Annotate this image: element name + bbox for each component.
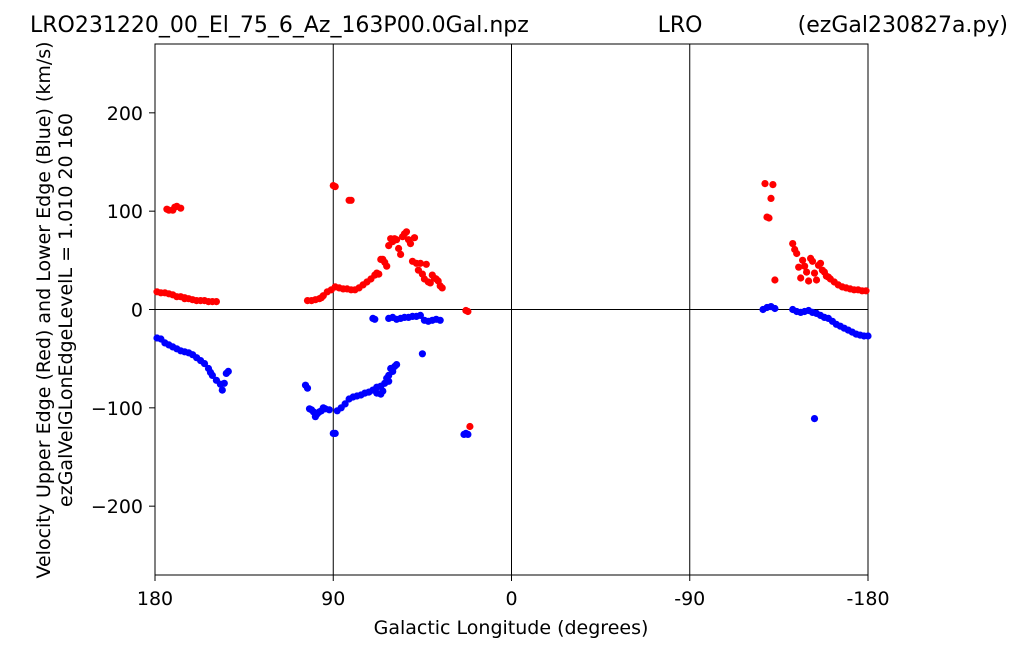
y-tick-label: 100	[107, 201, 143, 223]
lower-edge-point	[379, 387, 387, 395]
upper-edge-point	[375, 270, 383, 278]
lower-edge-point	[371, 315, 379, 323]
reference-lines	[155, 44, 868, 575]
upper-edge-point	[395, 244, 403, 253]
upper-edge-point	[397, 250, 405, 258]
lower-edge-point	[864, 332, 872, 340]
upper-edge-point	[406, 240, 415, 248]
upper-edge-point	[793, 249, 801, 258]
series-upper-edge	[153, 180, 870, 431]
upper-edge-point	[331, 183, 339, 191]
lower-edge-point	[416, 311, 424, 319]
upper-edge-point	[769, 181, 777, 189]
y-tick-label: −200	[91, 496, 143, 518]
lower-edge-point	[325, 406, 333, 414]
lower-edge-point	[218, 386, 226, 394]
x-tick-label: 90	[321, 588, 345, 610]
upper-edge-point	[812, 276, 821, 284]
upper-edge-point	[799, 256, 807, 264]
lower-edge-point	[393, 361, 401, 369]
upper-edge-point	[805, 277, 813, 285]
lower-edge-point	[200, 360, 209, 368]
x-axis-label: Galactic Longitude (degrees)	[374, 617, 649, 639]
upper-edge-point	[393, 236, 401, 244]
lower-edge-point	[224, 367, 232, 375]
upper-edge-point	[177, 204, 185, 212]
x-tick-label: -90	[674, 588, 705, 610]
lower-edge-point	[771, 304, 779, 313]
chart-title-station: LRO	[658, 13, 703, 38]
upper-edge-point	[410, 234, 419, 242]
lower-edge-point	[303, 384, 312, 392]
y-axis: 200 100 0 −100 −200	[91, 103, 155, 518]
y-tick-label: 0	[131, 300, 143, 322]
upper-edge-point	[808, 257, 817, 265]
y-tick-label: −100	[91, 398, 143, 420]
upper-edge-point	[464, 307, 472, 316]
x-tick-label: -180	[846, 588, 889, 610]
x-tick-label: 0	[505, 588, 517, 610]
y-tick-label: 200	[107, 103, 143, 125]
chart-title-script: (ezGal230827a.py)	[798, 13, 1008, 38]
upper-edge-point	[383, 262, 391, 270]
lower-edge-point	[331, 429, 339, 437]
lower-edge-point	[341, 400, 349, 408]
upper-edge-point	[862, 287, 870, 295]
upper-edge-point	[466, 422, 474, 431]
upper-edge-point	[771, 276, 779, 284]
lower-edge-point	[418, 350, 426, 358]
upper-edge-point	[803, 268, 811, 276]
lower-edge-point	[464, 430, 472, 438]
x-tick-label: 180	[137, 588, 173, 610]
chart-title-filename: LRO231220_00_El_75_6_Az_163P00.0Gal.npz	[30, 13, 529, 38]
upper-edge-point	[795, 263, 803, 271]
upper-edge-point	[402, 228, 411, 236]
upper-edge-point	[765, 214, 773, 222]
upper-edge-point	[810, 269, 819, 277]
upper-edge-point	[789, 240, 797, 248]
y-axis-label: Velocity Upper Edge (Red) and Lower Edge…	[33, 41, 55, 578]
upper-edge-point	[426, 279, 434, 287]
lower-edge-point	[436, 316, 444, 324]
lower-edge-point	[208, 371, 216, 379]
y-axis-label-params: ezGalVelGLonEdgeLevelL = 1.010 20 160	[55, 113, 77, 507]
lower-edge-point	[220, 379, 228, 387]
upper-edge-point	[438, 284, 446, 292]
lower-edge-point	[810, 415, 819, 423]
upper-edge-point	[347, 196, 355, 204]
upper-edge-point	[797, 274, 805, 282]
x-axis: 180 90 0 -90 -180	[137, 575, 890, 610]
upper-edge-point	[761, 180, 769, 188]
upper-edge-point	[212, 298, 220, 306]
upper-edge-point	[801, 262, 809, 270]
upper-edge-point	[416, 259, 424, 267]
series-lower-edge	[153, 303, 872, 438]
upper-edge-point	[422, 260, 430, 268]
upper-edge-point	[767, 194, 775, 202]
upper-edge-point	[816, 259, 825, 267]
